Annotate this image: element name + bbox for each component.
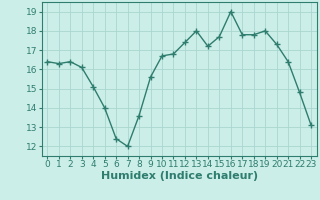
X-axis label: Humidex (Indice chaleur): Humidex (Indice chaleur): [100, 171, 258, 181]
